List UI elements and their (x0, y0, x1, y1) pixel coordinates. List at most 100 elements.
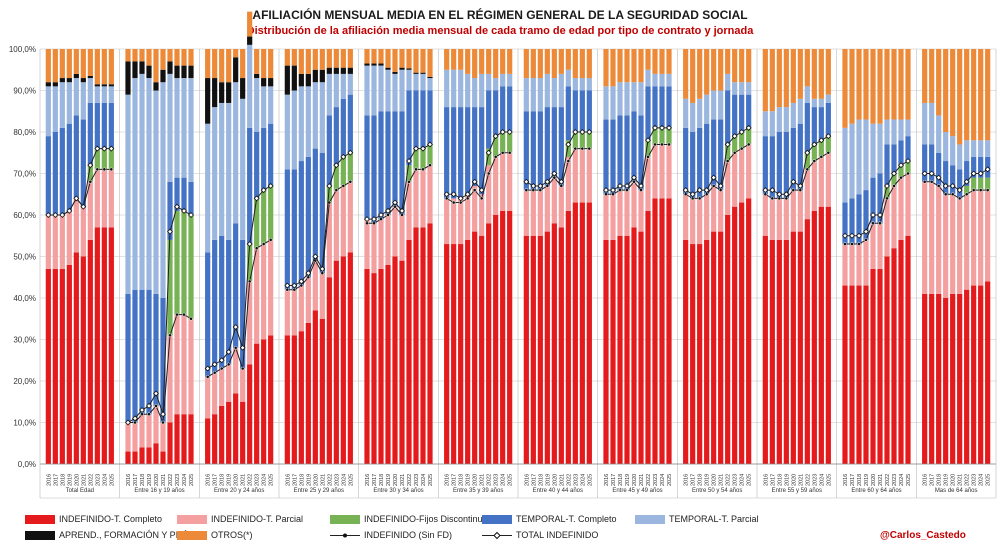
bar-segment-indef_parcial (825, 152, 831, 207)
x-group-label: Entre 50 y 54 años (692, 488, 742, 494)
bar-segment-temp_completo (818, 107, 824, 141)
bar-segment-temp_completo (825, 102, 831, 137)
x-year-label: 2019 (306, 474, 312, 486)
x-year-label: 2016 (46, 474, 52, 486)
bar-segment-indef_completo (160, 451, 166, 464)
bar-segment-temp_completo (247, 127, 253, 245)
bar-segment-otros (291, 49, 297, 66)
x-year-label: 2018 (459, 474, 465, 486)
bar-segment-indef_parcial (783, 198, 789, 240)
bar-segment-temp_parcial (565, 69, 571, 87)
bar-segment-otros (884, 49, 890, 120)
marker-total_indef (450, 191, 457, 198)
bar-segment-indef_parcial (849, 244, 855, 286)
bar-segment-indef_completo (66, 264, 72, 464)
bar-segment-aprend (399, 67, 405, 70)
bar-segment-indef_parcial (856, 244, 862, 286)
marker-total_indef (586, 129, 593, 135)
y-tick-label: 60,0% (13, 211, 36, 220)
bar-segment-indef_parcial (905, 173, 911, 236)
bar-segment-temp_completo (108, 102, 114, 149)
bar-segment-indef_completo (790, 231, 796, 464)
x-year-label: 2017 (53, 474, 59, 486)
bar-segment-temp_completo (638, 115, 644, 191)
marker-indef_sinfd (871, 221, 875, 226)
bar-segment-temp_parcial (683, 98, 689, 128)
marker-indef_sinfd (943, 192, 948, 197)
bar-segment-temp_parcial (842, 127, 848, 203)
bar-segment-temp_parcial (291, 90, 297, 170)
bar-segment-otros (783, 49, 789, 108)
bar-segment-indef_parcial (652, 144, 658, 199)
marker-indef_sinfd (379, 217, 383, 221)
line-total_indef (924, 168, 988, 191)
marker-indef_sinfd (587, 146, 592, 151)
bar-segment-fijos_disc (732, 136, 738, 153)
chart-title: AFILIACIÓN MENSUAL MEDIA EN EL RÉGIMEN G… (252, 8, 748, 22)
bar-segment-indef_completo (188, 414, 194, 464)
bar-segment-temp_completo (891, 144, 897, 174)
bar-segment-otros (659, 49, 665, 74)
bar-segment-temp_completo (413, 90, 419, 149)
bar-segment-aprend (326, 67, 332, 74)
x-year-label: 2018 (937, 474, 943, 486)
x-year-label: 2023 (414, 474, 420, 486)
legend-item-otros: OTROS(*) (177, 530, 253, 540)
bar-segment-temp_parcial (326, 73, 332, 116)
bar-segment-indef_parcial (579, 148, 585, 203)
bar-segment-temp_completo (479, 107, 485, 195)
bar-segment-temp_completo (565, 86, 571, 141)
bar-segment-otros (284, 49, 290, 66)
bar-segment-indef_completo (603, 239, 609, 464)
bar-segment-temp_completo (153, 293, 159, 406)
bar-segment-temp_parcial (586, 78, 592, 91)
bar-segment-temp_parcial (500, 73, 506, 87)
bar-segment-fijos_disc (905, 161, 911, 174)
author-credit: @Carlos_Castedo (880, 530, 966, 541)
bar-segment-indef_completo (769, 239, 775, 464)
bar-segment-indef_parcial (268, 239, 274, 336)
marker-indef_sinfd (580, 146, 585, 151)
bar-segment-temp_parcial (825, 94, 831, 103)
x-group-label: Entre 30 y 34 años (373, 488, 423, 494)
bar-segment-otros (399, 49, 405, 68)
bar-segment-temp_completo (530, 111, 536, 191)
marker-total_indef (659, 124, 665, 131)
bar-segment-temp_completo (617, 115, 623, 191)
bar-segment-temp_completo (132, 289, 138, 423)
bar-segment-temp_parcial (978, 140, 984, 157)
line-total_indef (127, 205, 192, 423)
marker-total_indef (499, 129, 506, 135)
legend-label: INDEFINIDO (Sin FD) (364, 530, 453, 540)
bar-segment-temp_parcial (472, 78, 478, 108)
bar-segment-indef_parcial (378, 219, 384, 269)
bar-segment-temp_parcial (891, 119, 897, 145)
bar-segment-aprend (80, 78, 86, 83)
marker-indef_sinfd (573, 146, 578, 151)
marker-indef_sinfd (285, 287, 290, 292)
bar-segment-indef_parcial (406, 181, 412, 240)
marker-indef_sinfd (507, 150, 512, 155)
bar-segment-temp_parcial (413, 73, 419, 91)
x-year-label: 2022 (646, 474, 652, 486)
x-year-label: 2020 (74, 474, 80, 486)
marker-indef_sinfd (147, 412, 151, 417)
bar-segment-temp_completo (666, 86, 672, 128)
marker-indef_sinfd (465, 196, 470, 201)
bar-segment-temp_completo (52, 132, 58, 215)
bar-segment-temp_completo (312, 148, 318, 261)
bar-segment-temp_parcial (371, 65, 377, 116)
bar-segment-indef_parcial (870, 223, 876, 269)
bar-segment-indef_parcial (943, 194, 949, 298)
bar-segment-temp_completo (711, 119, 717, 186)
bar-segment-otros (226, 49, 232, 83)
y-tick-label: 40,0% (13, 294, 36, 303)
marker-total_indef (797, 182, 804, 189)
marker-indef_sinfd (697, 196, 702, 201)
marker-indef_sinfd (261, 242, 266, 246)
marker-total_indef (942, 182, 949, 189)
marker-indef_sinfd (660, 142, 664, 147)
bar-segment-indef_completo (704, 239, 710, 464)
marker-total_indef (884, 182, 890, 189)
bar-segment-indef_parcial (160, 422, 166, 452)
